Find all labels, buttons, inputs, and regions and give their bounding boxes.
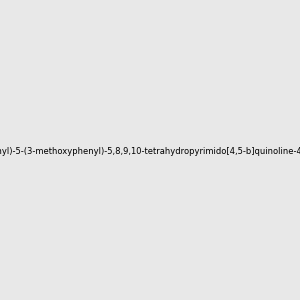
Text: 2-(benzylsulfanyl)-5-(3-methoxyphenyl)-5,8,9,10-tetrahydropyrimido[4,5-b]quinoli: 2-(benzylsulfanyl)-5-(3-methoxyphenyl)-5… (0, 147, 300, 156)
